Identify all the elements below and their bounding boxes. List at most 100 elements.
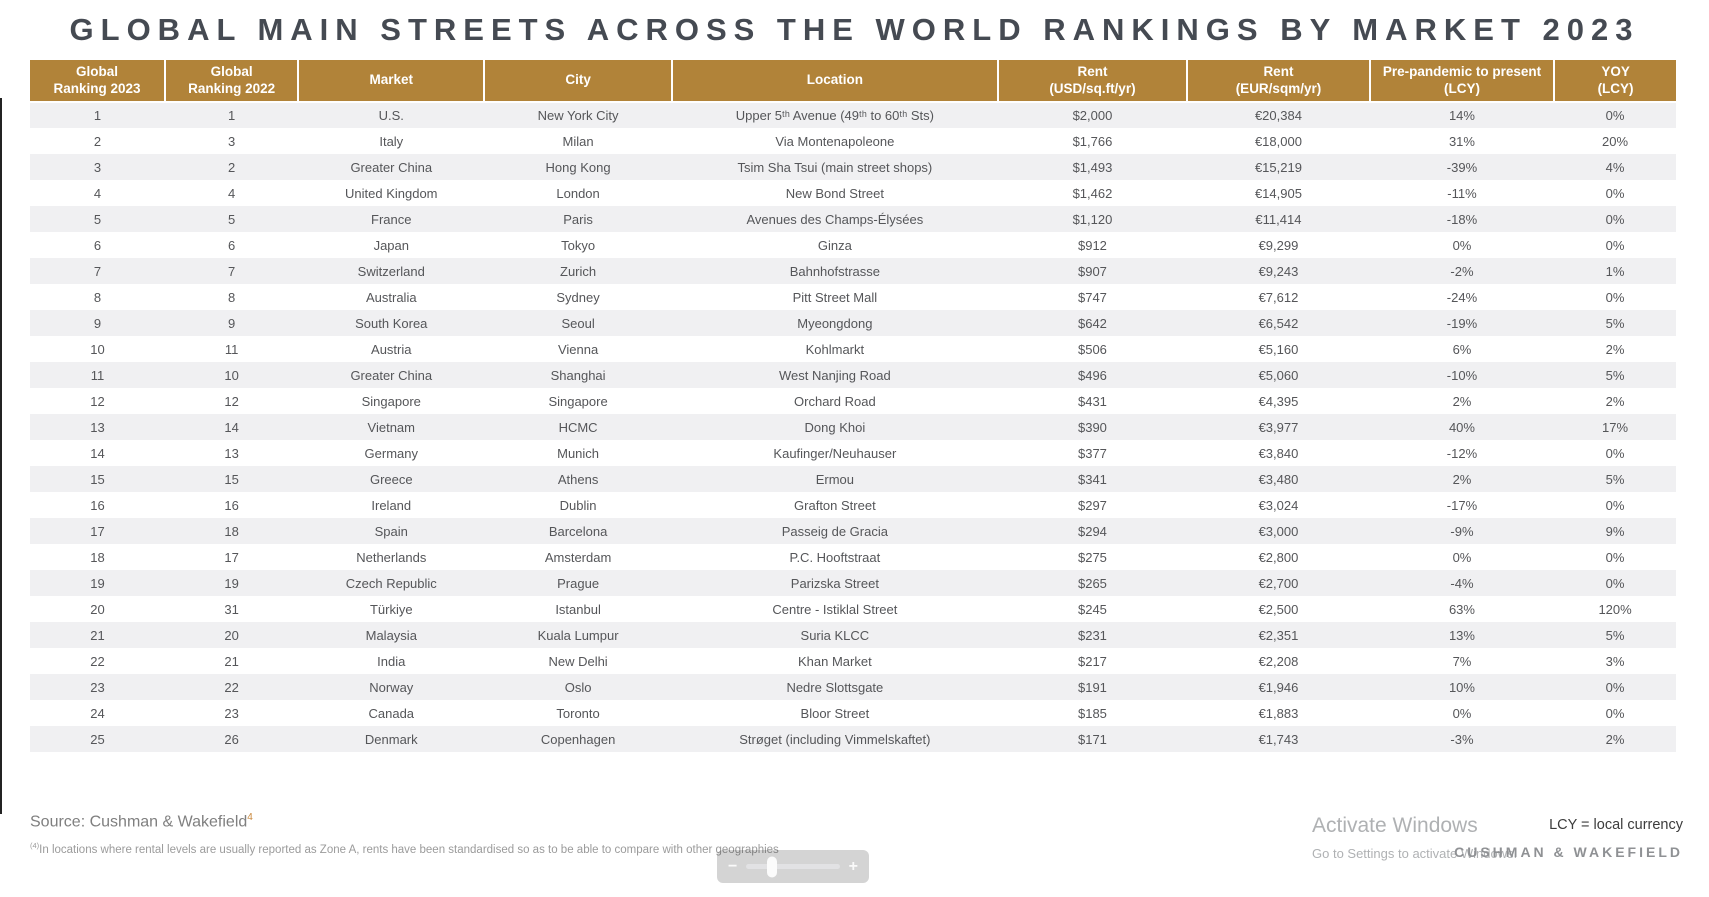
table-cell: London: [556, 185, 600, 201]
table-row: 21 20 Malaysia Kuala Lumpur Suria KLCC $231 €2…: [30, 622, 1676, 648]
table-cell: Suria KLCC: [800, 627, 870, 643]
table-row: 1 1 U.S. New York City Upper 5ᵗʰ Avenue (49ᵗ…: [30, 102, 1676, 128]
zoom-slider-track[interactable]: [746, 856, 840, 877]
table-cell: -9%: [1450, 523, 1474, 539]
table-cell: 5%: [1605, 315, 1625, 331]
table-cell: $217: [1077, 653, 1107, 669]
table-cell: New York City: [537, 108, 619, 123]
table-cell: 0%: [1452, 549, 1472, 565]
table-cell: Netherlands: [356, 549, 427, 565]
footnote-superscript: (4): [30, 841, 40, 850]
table-cell: 14: [90, 445, 105, 461]
table-cell: $297: [1077, 497, 1107, 513]
table-cell: 6%: [1452, 341, 1472, 357]
zoom-slider[interactable]: − +: [717, 850, 869, 883]
table-cell: New Bond Street: [785, 185, 884, 201]
table-cell: Denmark: [364, 731, 418, 747]
table-cell: Greece: [369, 471, 413, 487]
table-cell: 0%: [1605, 211, 1625, 227]
table-cell: Kohlmarkt: [805, 341, 865, 357]
table-cell: 4: [228, 185, 236, 201]
table-cell: $506: [1077, 341, 1107, 357]
table-cell: West Nanjing Road: [778, 367, 891, 383]
table-row: 3 2 Greater China Hong Kong Tsim Sha Tsui (m…: [30, 154, 1676, 180]
zoom-slider-thumb[interactable]: [767, 856, 778, 877]
table-cell: 7: [93, 263, 102, 279]
table-cell: 2%: [1605, 341, 1625, 357]
table-cell: -3%: [1450, 731, 1474, 747]
table-cell: $185: [1077, 705, 1107, 721]
table-row: 22 21 India New Delhi Khan Market $217 €2,208 7…: [30, 648, 1676, 674]
table-row: 24 23 Canada Toronto Bloor Street $185 €1,883 0…: [30, 700, 1676, 726]
table-cell: $1,462: [1072, 185, 1113, 201]
table-cell: Via Montenapoleone: [775, 133, 895, 149]
table-cell: Istanbul: [555, 601, 601, 617]
table-cell: 3%: [1605, 653, 1625, 669]
table-cell: Tokyo: [561, 237, 596, 253]
table-cell: Nedre Slottsgate: [786, 679, 884, 695]
table-cell: 120%: [1598, 601, 1632, 617]
table-cell: Seoul: [561, 315, 595, 331]
table-cell: Malaysia: [365, 627, 417, 643]
table-cell: $1,493: [1072, 159, 1113, 175]
table-cell: New Delhi: [548, 653, 608, 669]
table-cell: Bahnhofstrasse: [789, 263, 881, 279]
table-cell: Shanghai: [550, 367, 606, 383]
table-cell: 2: [228, 159, 236, 175]
table-cell: Singapore: [548, 393, 608, 409]
column-header: Rent (EUR/sqm/yr): [1186, 60, 1370, 103]
table-cell: €14,905: [1254, 185, 1302, 201]
table-cell: -18%: [1446, 211, 1478, 227]
table-cell: €2,208: [1258, 653, 1299, 669]
screen-edge-artifact: [0, 98, 2, 814]
table-cell: Centre - Istiklal Street: [772, 601, 898, 617]
table-cell: €2,500: [1258, 601, 1299, 617]
source-note: Source: Cushman & Wakefield4: [30, 812, 253, 831]
table-cell: 21: [224, 653, 239, 669]
table-cell: €1,743: [1258, 731, 1299, 747]
source-note-text: Source: Cushman & Wakefield: [30, 813, 248, 831]
table-cell: €3,840: [1258, 445, 1299, 461]
table-cell: 17: [224, 549, 239, 565]
table-cell: $294: [1077, 523, 1107, 539]
table-row: 12 12 Singapore Singapore Orchard Road $431 €4…: [30, 388, 1676, 414]
table-cell: 8: [93, 289, 102, 305]
table-cell: India: [377, 653, 406, 669]
table-cell: €2,351: [1258, 627, 1299, 643]
table-cell: 0%: [1605, 445, 1625, 461]
table-cell: 16: [90, 497, 105, 513]
zoom-in-button[interactable]: +: [848, 857, 858, 875]
table-cell: -4%: [1450, 575, 1474, 591]
table-cell: 22: [224, 679, 239, 695]
zoom-out-button[interactable]: −: [728, 857, 738, 875]
table-cell: -10%: [1446, 367, 1478, 383]
table-cell: 4%: [1605, 159, 1625, 175]
table-row: 10 11 Austria Vienna Kohlmarkt $506 €5,160 6% 2%: [30, 336, 1676, 362]
table-cell: 6: [228, 237, 236, 253]
table-cell: Passeig de Gracia: [781, 523, 888, 539]
table-row: 11 10 Greater China Shanghai West Nanjing Ro…: [30, 362, 1676, 388]
table-row: 17 18 Spain Barcelona Passeig de Gracia $294 €…: [30, 518, 1676, 544]
table-cell: 20: [90, 601, 105, 617]
table-cell: $265: [1077, 575, 1107, 591]
table-cell: 5%: [1605, 471, 1625, 487]
table-cell: 9: [228, 315, 236, 331]
table-cell: 0%: [1605, 289, 1625, 305]
table-row: 20 31 Türkiye Istanbul Centre - Istiklal Str…: [30, 596, 1676, 622]
table-cell: Upper 5ᵗʰ Avenue (49ᵗʰ to 60ᵗʰ Sts): [735, 108, 934, 123]
table-row: 15 15 Greece Athens Ermou $341 €3,480 2% 5%: [30, 466, 1676, 492]
table-cell: Vietnam: [367, 419, 415, 435]
table-cell: $275: [1077, 549, 1107, 565]
table-cell: 2: [93, 133, 102, 149]
table-cell: €6,542: [1258, 315, 1299, 331]
table-cell: €3,977: [1258, 419, 1299, 435]
table-cell: 22: [90, 653, 105, 669]
table-cell: Oslo: [564, 679, 592, 695]
table-row: 13 14 Vietnam HCMC Dong Khoi $390 €3,977 40% 17%: [30, 414, 1676, 440]
table-cell: Singapore: [361, 393, 421, 409]
table-cell: $1,120: [1072, 211, 1113, 227]
table-cell: Athens: [557, 471, 599, 487]
table-cell: HCMC: [558, 419, 598, 435]
table-cell: Munich: [557, 445, 600, 461]
